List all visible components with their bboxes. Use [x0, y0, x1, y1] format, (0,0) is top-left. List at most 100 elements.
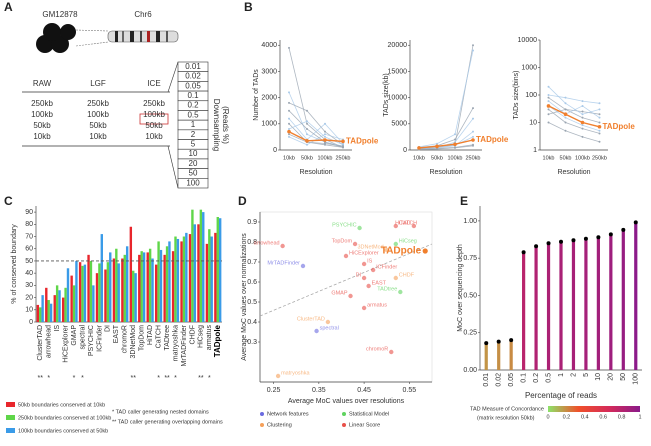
bar	[61, 297, 65, 322]
x-tick-label: 50kb	[431, 155, 443, 161]
x-tick-label: PSYCHIC	[88, 325, 95, 356]
bar	[191, 209, 194, 322]
bar	[106, 262, 110, 322]
point	[288, 135, 290, 138]
point	[598, 140, 601, 143]
point	[306, 133, 308, 136]
x-tick-label: 250kb	[336, 155, 351, 161]
point	[280, 243, 285, 249]
bar	[157, 241, 160, 322]
point	[472, 117, 474, 120]
x-tick-label: 0.05	[508, 373, 515, 387]
point	[472, 49, 474, 52]
point	[581, 104, 584, 107]
bar	[70, 275, 73, 322]
x-axis-label: Percentage of reads	[525, 391, 597, 400]
series-line	[288, 92, 344, 147]
bar	[216, 216, 219, 322]
y-tick-label: 0.00	[463, 367, 477, 374]
point	[306, 122, 308, 125]
point-label: TADtree	[377, 286, 397, 292]
point	[361, 275, 367, 281]
highlight-label: TADpole	[381, 246, 422, 257]
y-tick-label: 5000	[391, 121, 407, 128]
x-tick-label: 0.35	[312, 387, 326, 394]
y-tick-label: 15000	[388, 68, 408, 75]
point	[598, 102, 601, 105]
bar	[174, 236, 177, 322]
bar	[132, 270, 135, 322]
colorbar-title: TAD Measure of Concordance	[470, 406, 544, 412]
x-tick-label: 50kb	[560, 155, 572, 161]
point	[521, 250, 526, 255]
y-tick-label: 0.8	[247, 239, 257, 246]
caller-marker: *	[73, 375, 76, 382]
downsampling-value: 0.02	[185, 72, 201, 81]
y-tick-label: 30	[25, 282, 33, 289]
x-tick-label: 0.2	[533, 373, 540, 383]
point	[563, 112, 568, 117]
point	[547, 85, 550, 88]
table-cell: 250kb	[31, 99, 53, 108]
legend-label: Linear Score	[349, 422, 380, 428]
point	[547, 96, 550, 99]
downsampling-value: 0.1	[187, 91, 199, 100]
colorbar-tick: 0.2	[563, 414, 571, 420]
panel-label: D	[238, 194, 247, 208]
x-axis-label: Average MoC values over resolutions	[288, 398, 405, 405]
bar	[165, 246, 169, 322]
point	[598, 129, 601, 132]
point	[583, 236, 588, 241]
x-tick-label: 5	[583, 373, 590, 377]
x-tick-label: 50	[620, 373, 627, 381]
downsampling-value: 2	[191, 130, 196, 139]
y-tick-label: 2000	[261, 94, 277, 101]
x-tick-label: MrTADFinder	[181, 324, 188, 366]
bar	[64, 287, 67, 322]
point	[472, 130, 474, 133]
legend-swatch	[6, 428, 15, 433]
cell-line: GM12878	[42, 10, 78, 19]
colorbar-tick: 0	[546, 414, 549, 420]
table-cell: 250kb	[143, 99, 165, 108]
series-line	[288, 102, 344, 146]
x-tick-label: 0.5	[545, 373, 552, 383]
bar	[193, 224, 197, 322]
point	[343, 253, 349, 259]
y-tick-label: 1000	[521, 64, 537, 71]
bar	[53, 295, 56, 322]
point	[509, 338, 514, 343]
point	[581, 110, 584, 113]
point	[571, 238, 576, 243]
point	[472, 44, 474, 47]
highlight-point	[422, 248, 428, 254]
point	[564, 121, 567, 124]
legend-label: Clustering	[267, 422, 292, 428]
bar	[180, 241, 183, 322]
point	[547, 94, 550, 96]
bar	[142, 252, 146, 322]
table-cell: 10kb	[145, 132, 163, 141]
bar	[72, 285, 76, 322]
point-label: MrTADFinder	[267, 260, 300, 266]
x-axis-label: Resolution	[557, 169, 590, 176]
bar	[168, 241, 171, 322]
bar	[115, 248, 118, 322]
legend-swatch	[342, 423, 346, 427]
point	[287, 129, 291, 134]
x-tick-label: TADpole	[213, 324, 222, 357]
point-label: CaTCH	[399, 220, 417, 226]
bar	[151, 258, 154, 322]
point	[361, 305, 367, 311]
point	[324, 133, 326, 136]
caller-marker: **	[164, 375, 170, 382]
x-tick-label: CaTCH	[155, 325, 162, 348]
x-tick-label: 0.25	[267, 387, 281, 394]
x-tick-label: DI	[105, 325, 112, 332]
downsampling-value: 50	[189, 169, 198, 178]
bar	[49, 303, 53, 322]
x-axis-label: Resolution	[429, 169, 462, 176]
bar	[100, 234, 104, 322]
y-axis-label: TADs size(bins)	[513, 71, 520, 120]
